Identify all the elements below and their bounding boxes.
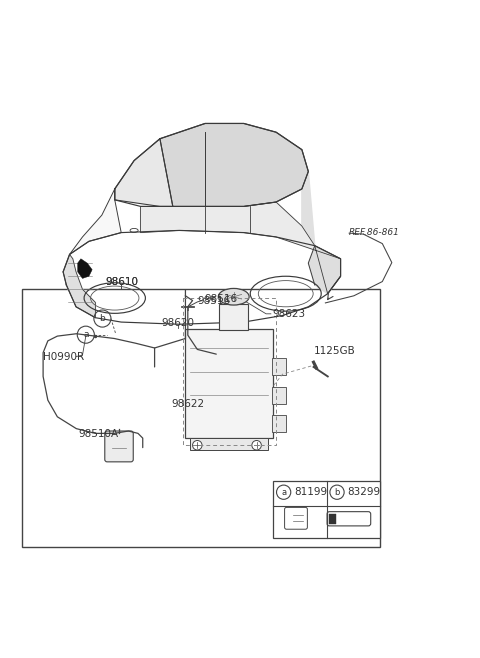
Text: H0990R: H0990R: [43, 351, 84, 361]
FancyBboxPatch shape: [273, 481, 380, 538]
Text: 98620: 98620: [162, 318, 195, 328]
FancyBboxPatch shape: [272, 387, 287, 404]
Text: 83299: 83299: [348, 487, 381, 497]
Polygon shape: [160, 124, 308, 207]
Text: REF.86-861: REF.86-861: [349, 228, 400, 237]
Polygon shape: [63, 255, 96, 318]
Ellipse shape: [218, 288, 249, 305]
Text: b: b: [99, 314, 105, 323]
Text: b: b: [335, 488, 340, 497]
Circle shape: [252, 440, 261, 450]
Polygon shape: [115, 139, 173, 207]
FancyBboxPatch shape: [219, 304, 248, 330]
Text: 81199: 81199: [294, 487, 327, 497]
Text: 98623: 98623: [272, 309, 305, 319]
FancyBboxPatch shape: [105, 431, 133, 462]
FancyBboxPatch shape: [272, 359, 287, 376]
Text: 98516: 98516: [204, 294, 238, 304]
Polygon shape: [63, 189, 121, 272]
FancyBboxPatch shape: [272, 415, 287, 432]
FancyBboxPatch shape: [190, 438, 268, 450]
Text: 98510A: 98510A: [79, 429, 119, 440]
Text: 1125GB: 1125GB: [313, 346, 355, 356]
Text: 98610: 98610: [105, 276, 138, 286]
Polygon shape: [308, 245, 341, 293]
Text: a: a: [83, 330, 88, 339]
Circle shape: [192, 440, 202, 450]
Text: 98610: 98610: [105, 276, 138, 286]
FancyBboxPatch shape: [329, 514, 336, 524]
Text: 98516: 98516: [197, 295, 230, 305]
Polygon shape: [78, 259, 92, 278]
FancyBboxPatch shape: [185, 329, 273, 438]
Text: a: a: [281, 488, 286, 497]
FancyBboxPatch shape: [22, 289, 380, 547]
Text: 98622: 98622: [171, 399, 204, 409]
Polygon shape: [302, 172, 315, 245]
Polygon shape: [141, 202, 341, 293]
